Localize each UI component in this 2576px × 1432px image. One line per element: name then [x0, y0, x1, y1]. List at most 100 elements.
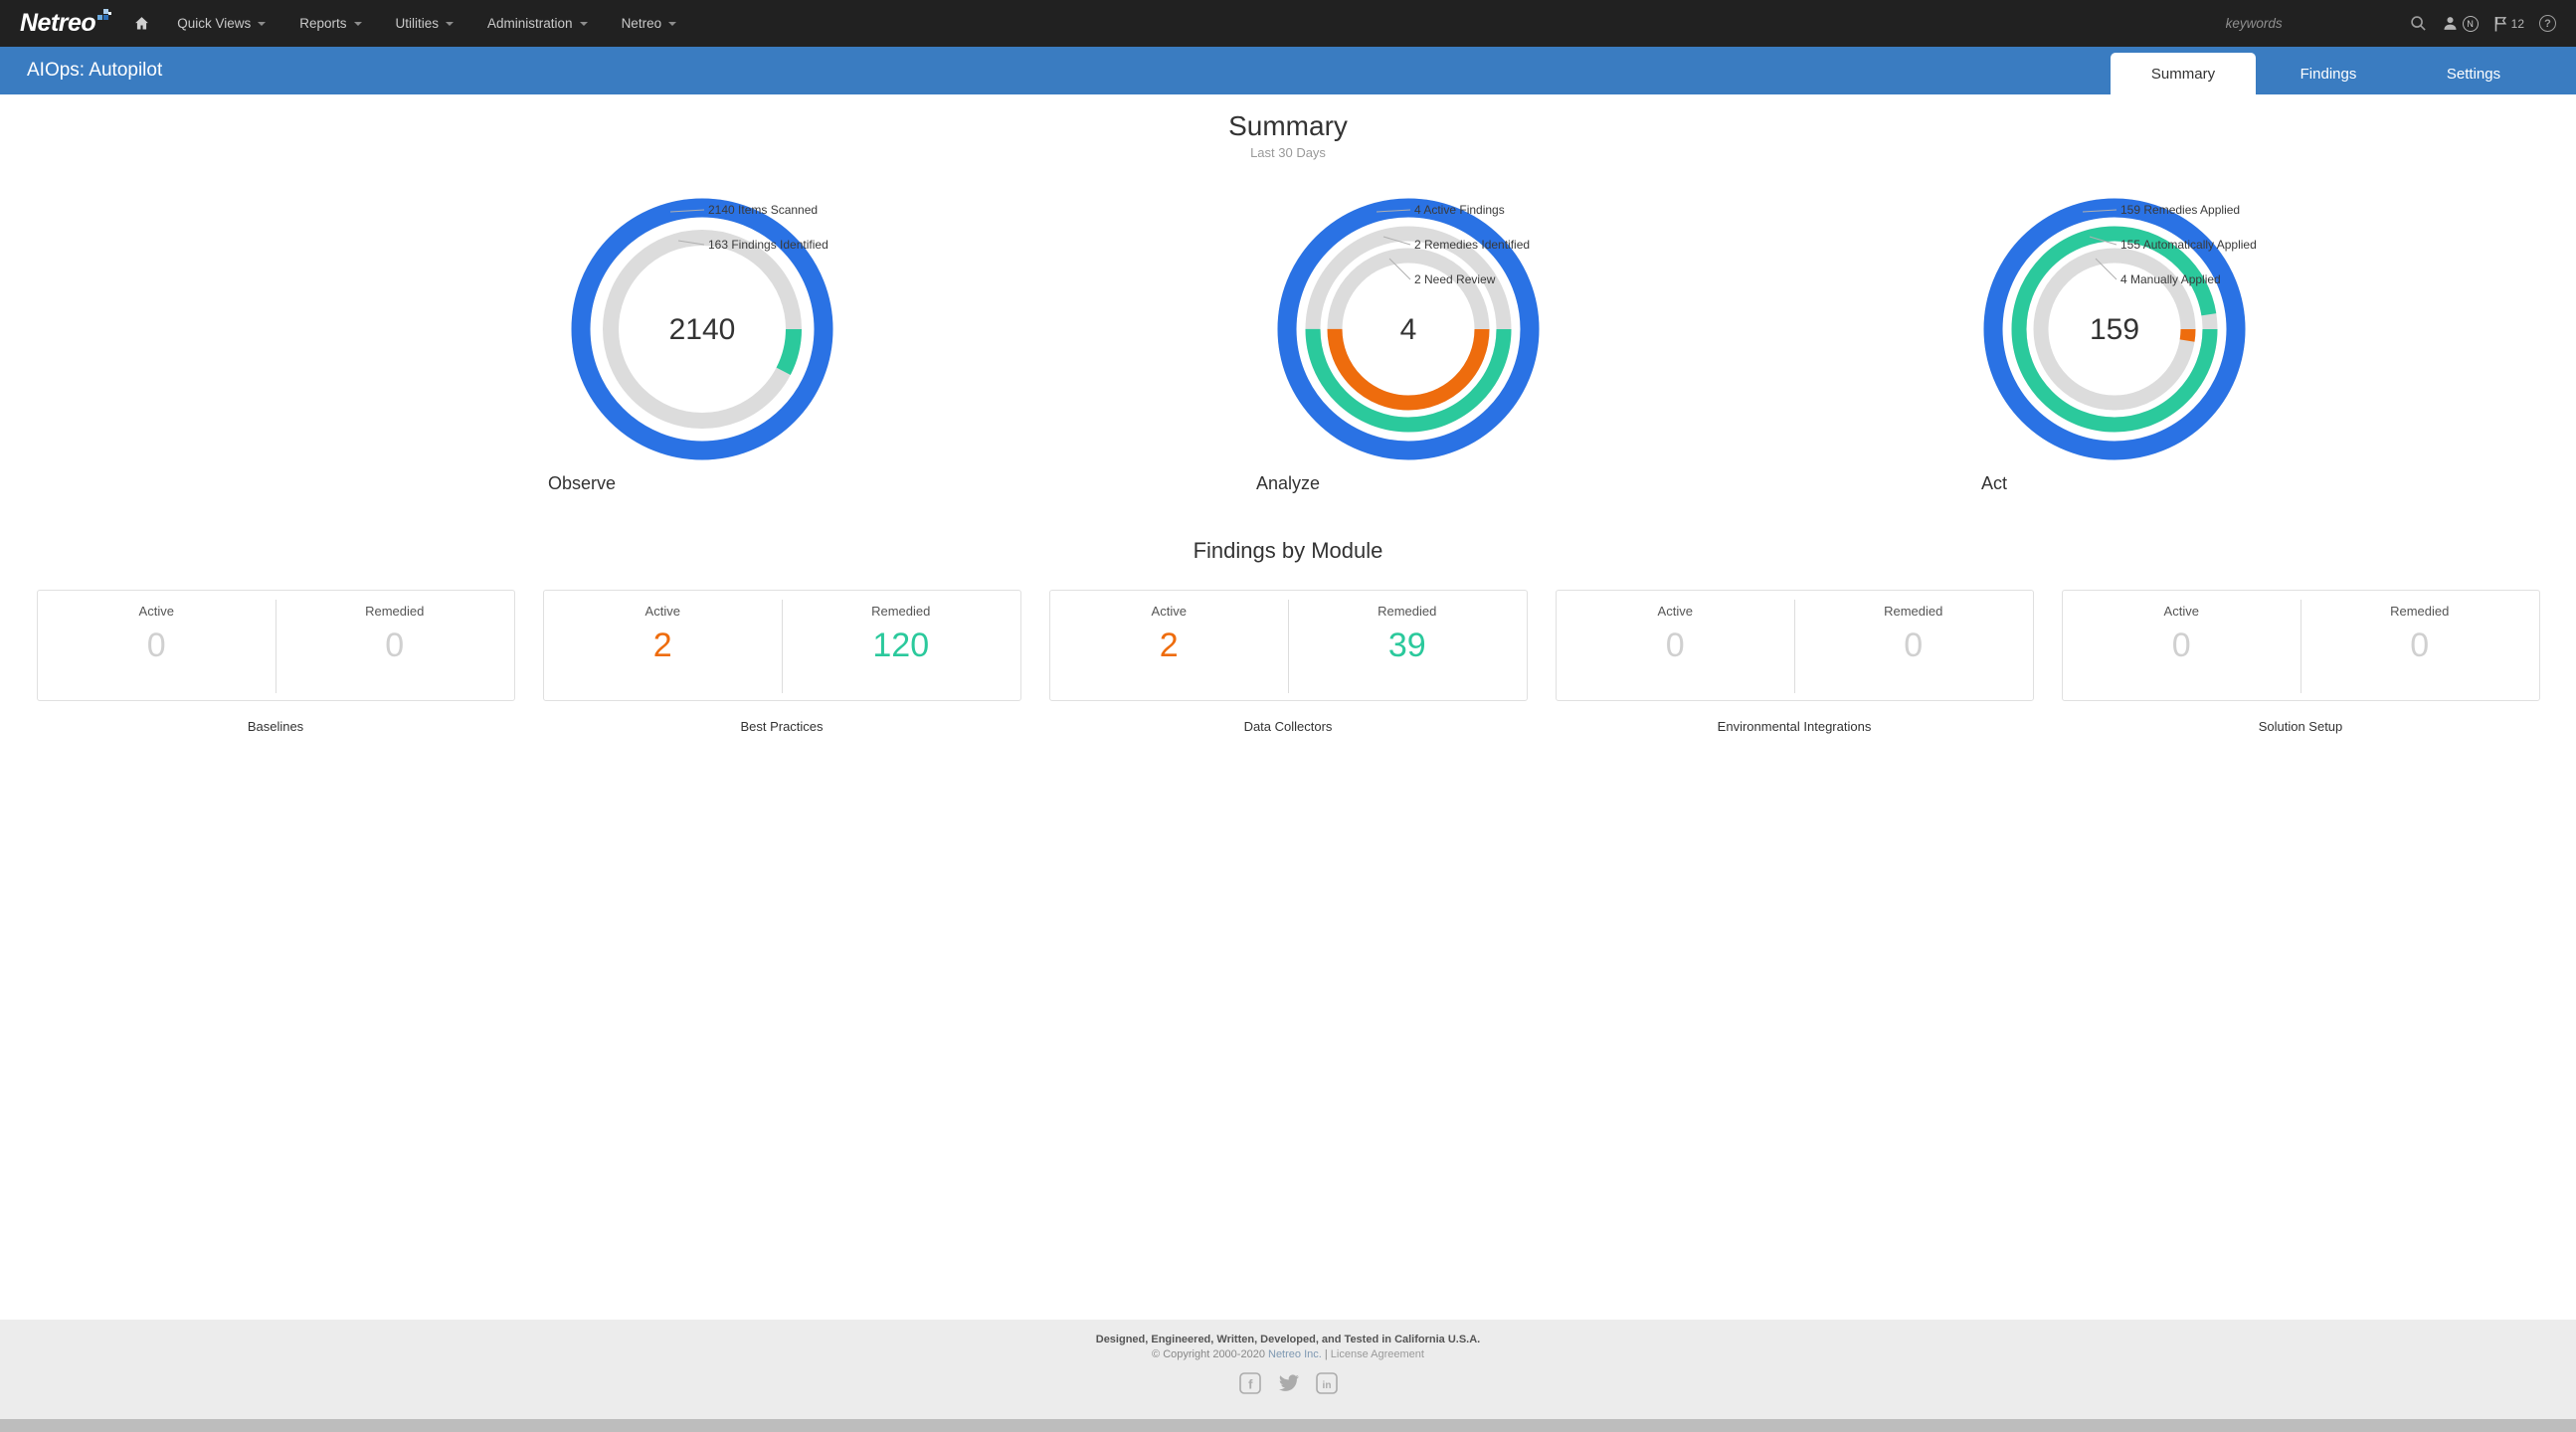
module-best-practices: Active 2 Remedied 120 Best Practices: [542, 590, 1021, 734]
remedied-value: 0: [1904, 626, 1924, 664]
remedied-label: Remedied: [1378, 604, 1437, 619]
svg-text:in: in: [1322, 1380, 1331, 1391]
active-value: 0: [1665, 626, 1685, 664]
footer-separator: |: [1321, 1348, 1331, 1360]
analyze-donut-chart: 4 Active Findings 2 Remedies Identified …: [1277, 198, 1540, 460]
chart-title-observe: Observe: [547, 473, 617, 493]
active-column: Active 2: [1050, 591, 1289, 700]
navbar-right: N 12 ?: [2225, 15, 2556, 32]
netreo-logo[interactable]: Netreo: [20, 9, 112, 37]
remedied-column: Remedied 0: [2300, 591, 2539, 700]
remedied-label: Remedied: [365, 604, 425, 619]
menu-label: Administration: [487, 16, 573, 31]
tab-summary[interactable]: Summary: [2111, 53, 2256, 94]
remedied-label: Remedied: [2390, 604, 2450, 619]
active-value: 0: [146, 626, 166, 664]
remedied-value: 120: [872, 626, 930, 664]
module-card: Active 0 Remedied 0: [36, 590, 515, 701]
linkedin-icon[interactable]: in: [1315, 1372, 1338, 1394]
netreo-logo-mark-icon: [97, 9, 112, 20]
active-value: 2: [1159, 626, 1179, 664]
card-divider: [782, 600, 783, 693]
menu-netreo[interactable]: Netreo: [605, 0, 694, 47]
module-solution-setup: Active 0 Remedied 0 Solution Setup: [2061, 590, 2540, 734]
brand-text: Netreo: [20, 9, 96, 37]
card-divider: [2300, 600, 2301, 693]
search-icon[interactable]: [2410, 15, 2427, 32]
active-column: Active 0: [1557, 591, 1795, 700]
ring-label: 4 Manually Applied: [2120, 272, 2221, 286]
menu-utilities[interactable]: Utilities: [379, 0, 471, 47]
gauge-center-value: 4: [1400, 313, 1417, 346]
social-links: f in: [1238, 1372, 1338, 1394]
footer-tagline: Designed, Engineered, Written, Developed…: [1095, 1334, 1481, 1345]
chevron-down-icon: [258, 21, 267, 26]
svg-text:f: f: [1248, 1377, 1253, 1392]
observe-donut-chart: 2140 Items Scanned 163 Findings Identifi…: [571, 198, 833, 460]
ring-label: 2 Remedies Identified: [1414, 238, 1530, 252]
active-column: Active 2: [544, 591, 783, 700]
chevron-down-icon: [579, 21, 588, 26]
gauge-center-value: 2140: [669, 313, 736, 346]
active-column: Active 0: [2063, 591, 2301, 700]
search-box: [2225, 15, 2427, 32]
summary-subtitle: Last 30 Days: [1250, 145, 1326, 160]
menu-label: Netreo: [621, 16, 662, 31]
gauges-row: 2140 Items Scanned 163 Findings Identifi…: [0, 187, 2576, 494]
page-footer: Designed, Engineered, Written, Developed…: [0, 1320, 2576, 1419]
flag-count: 12: [2510, 16, 2524, 31]
tab-settings[interactable]: Settings: [2446, 65, 2501, 83]
footer-copyright: © Copyright 2000-2020 Netreo Inc. | Lice…: [1152, 1348, 1424, 1360]
active-value: 2: [652, 626, 672, 664]
page-tabs: Summary Findings Settings: [2111, 47, 2576, 94]
menu-label: Utilities: [395, 16, 440, 31]
gauge-act: 159 Remedies Applied 155 Automatically A…: [1641, 187, 2347, 494]
search-input[interactable]: [2225, 16, 2400, 31]
menu-quick-views[interactable]: Quick Views: [160, 0, 282, 47]
page-title: AIOps: Autopilot: [27, 60, 163, 81]
remedied-value: 0: [385, 626, 405, 664]
copyright-text: © Copyright 2000-2020: [1152, 1348, 1268, 1360]
netreo-inc-link[interactable]: Netreo Inc.: [1268, 1348, 1322, 1360]
module-environmental-integrations: Active 0 Remedied 0 Environmental Integr…: [1555, 590, 2034, 734]
active-label: Active: [2163, 604, 2199, 619]
page-header: AIOps: Autopilot Summary Findings Settin…: [0, 47, 2576, 94]
module-data-collectors: Active 2 Remedied 39 Data Collectors: [1048, 590, 1528, 734]
menu-label: Quick Views: [177, 16, 252, 31]
module-card: Active 2 Remedied 39: [1048, 590, 1528, 701]
remedied-value: 0: [2410, 626, 2430, 664]
help-icon[interactable]: ?: [2539, 15, 2556, 32]
remedied-value: 39: [1387, 626, 1426, 664]
module-name: Solution Setup: [2258, 719, 2343, 734]
menu-reports[interactable]: Reports: [282, 0, 378, 47]
ring-label: 4 Active Findings: [1414, 203, 1505, 217]
gauge-observe: 2140 Items Scanned 163 Findings Identifi…: [229, 187, 935, 494]
flag-icon: [2494, 16, 2506, 31]
menu-label: Reports: [299, 16, 347, 31]
chevron-down-icon: [446, 21, 455, 26]
menu-administration[interactable]: Administration: [470, 0, 605, 47]
active-label: Active: [1657, 604, 1693, 619]
card-divider: [1288, 600, 1289, 693]
remedied-label: Remedied: [871, 604, 931, 619]
license-agreement-link[interactable]: License Agreement: [1330, 1348, 1424, 1360]
act-donut-chart: 159 Remedies Applied 155 Automatically A…: [1983, 198, 2257, 460]
remedied-column: Remedied 0: [1794, 591, 2033, 700]
user-icon[interactable]: N: [2442, 15, 2479, 32]
main-content: Summary Last 30 Days 2140 Items Scanned …: [0, 94, 2576, 1320]
remedied-column: Remedied 39: [1288, 591, 1527, 700]
flag-notifications[interactable]: 12: [2493, 16, 2524, 32]
user-initial-badge: N: [2462, 15, 2479, 32]
tab-findings[interactable]: Findings: [2300, 65, 2357, 83]
findings-by-module-heading: Findings by Module: [1193, 538, 1383, 563]
active-label: Active: [1151, 604, 1187, 619]
facebook-icon[interactable]: f: [1238, 1372, 1261, 1394]
remedied-column: Remedied 0: [276, 591, 514, 700]
module-name: Baselines: [247, 719, 304, 734]
home-icon[interactable]: [133, 15, 150, 32]
module-card: Active 0 Remedied 0: [2061, 590, 2540, 701]
top-navbar: Netreo Quick Views Reports Utilities Adm…: [0, 0, 2576, 47]
twitter-icon[interactable]: [1277, 1372, 1300, 1394]
active-label: Active: [138, 604, 174, 619]
module-baselines: Active 0 Remedied 0 Baselines: [36, 590, 515, 734]
